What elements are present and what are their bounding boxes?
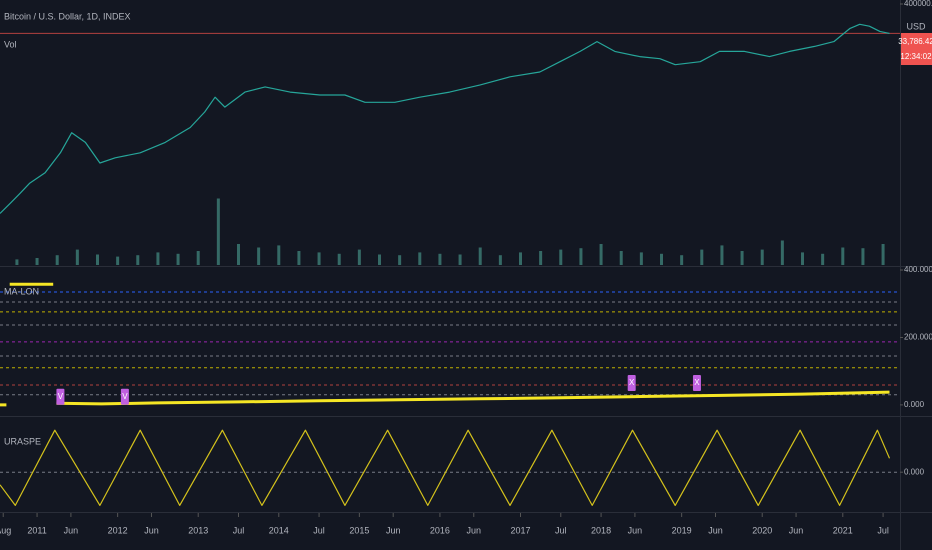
x-tick-label: Aug — [0, 525, 11, 535]
x-tick-label: 2012 — [108, 525, 128, 535]
volume-bar — [75, 249, 79, 265]
pane-title: URASPE — [4, 436, 41, 446]
volume-bar — [841, 247, 845, 265]
volume-bar — [136, 255, 140, 265]
signal-marker — [120, 388, 129, 405]
volume-bar — [35, 258, 39, 265]
volume-bar — [116, 256, 120, 265]
volume-bar — [861, 248, 865, 265]
volume-bar — [498, 255, 502, 265]
x-tick-label: Jul — [313, 525, 325, 535]
volume-bar — [559, 249, 563, 265]
signal-marker — [692, 374, 701, 391]
volume-bar — [619, 251, 623, 265]
volume-bar — [881, 244, 885, 265]
x-tick-label: Jun — [467, 525, 482, 535]
volume-bar — [236, 244, 240, 265]
volume-bar — [639, 252, 643, 265]
volume-bar — [196, 251, 200, 265]
volume-bar — [700, 249, 704, 265]
volume-bar — [257, 247, 261, 265]
volume-bar — [478, 247, 482, 265]
volume-bar — [418, 252, 422, 265]
volume-bar — [55, 255, 59, 265]
volume-bar — [599, 244, 603, 265]
x-tick-label: Jul — [877, 525, 889, 535]
x-tick-label: 2018 — [591, 525, 611, 535]
x-tick-label: Jun — [144, 525, 159, 535]
x-tick-label: Jun — [386, 525, 401, 535]
x-tick-label: 2016 — [430, 525, 450, 535]
volume-bar — [317, 252, 321, 265]
volume-bar — [438, 253, 442, 265]
symbol-title: Bitcoin / U.S. Dollar, 1D, INDEX — [4, 11, 131, 21]
x-tick-label: Jul — [555, 525, 567, 535]
signal-label: V — [58, 392, 64, 401]
volume-bar — [760, 249, 764, 265]
volume-bar — [780, 240, 784, 265]
volume-bar — [176, 253, 180, 265]
volume-bar — [377, 254, 381, 265]
x-tick-label: Jun — [64, 525, 79, 535]
signal-label: V — [122, 392, 128, 401]
y-tick-label: 0.000 — [904, 400, 925, 409]
volume-bar — [337, 253, 341, 265]
series-line — [0, 429, 891, 506]
volume-bar — [821, 253, 825, 265]
y-tick-label: 0.000 — [904, 467, 925, 476]
y-tick-label: 400000.00 — [904, 0, 932, 8]
volume-bar — [720, 245, 724, 265]
volume-bar — [156, 252, 160, 265]
volume-bar — [297, 251, 301, 265]
currency: USD — [906, 21, 926, 31]
volume-bar — [277, 245, 281, 265]
volume-bar — [519, 252, 523, 265]
x-tick-label: 2011 — [27, 525, 46, 535]
volume-bar — [539, 251, 543, 265]
signal-marker — [627, 374, 636, 391]
x-tick-label: Jun — [708, 525, 723, 535]
x-tick-label: 2020 — [752, 525, 772, 535]
pane-title: MA-LON — [4, 286, 39, 296]
series-line — [0, 282, 890, 407]
x-tick-label: 2015 — [349, 525, 369, 535]
volume-bar — [740, 251, 744, 265]
price-tag — [901, 33, 932, 65]
x-tick-label: 2013 — [188, 525, 208, 535]
volume-bar — [579, 248, 583, 265]
x-tick-label: Jun — [628, 525, 643, 535]
countdown: 12:34:02 — [900, 52, 932, 61]
x-tick-label: 2017 — [510, 525, 530, 535]
last-price: 33,786.42 — [898, 37, 932, 46]
x-tick-label: 2021 — [833, 525, 853, 535]
volume-bar — [680, 255, 684, 265]
signal-marker — [56, 388, 65, 405]
x-tick-label: 2019 — [672, 525, 692, 535]
volume-bar — [15, 259, 19, 265]
y-tick-label: 200.000 — [904, 333, 932, 342]
volume-bar — [458, 254, 462, 265]
volume-bar — [801, 252, 805, 265]
x-tick-label: Jul — [233, 525, 245, 535]
volume-bar — [95, 254, 99, 265]
signal-label: X — [629, 378, 635, 387]
volume-bar — [216, 198, 220, 265]
y-tick-label: 400.000 — [904, 265, 932, 274]
signal-label: X — [694, 378, 700, 387]
volume-bar — [660, 253, 664, 265]
x-tick-label: 2014 — [269, 525, 289, 535]
volume-bar — [398, 255, 402, 265]
series-line — [0, 23, 890, 214]
volume-label: Vol — [4, 39, 17, 49]
x-tick-label: Jun — [789, 525, 804, 535]
volume-bar — [357, 249, 361, 265]
